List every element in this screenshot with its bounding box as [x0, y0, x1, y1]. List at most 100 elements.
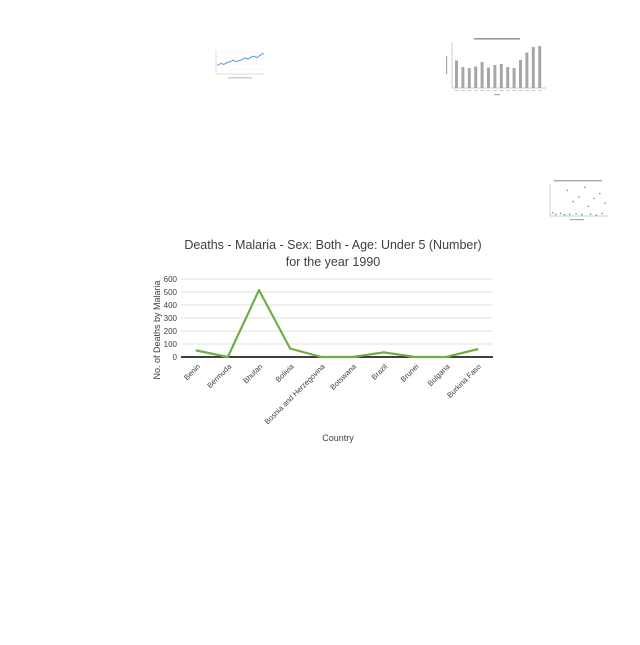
thumb-point — [552, 212, 554, 214]
thumb-bar — [538, 46, 542, 88]
thumb-point — [604, 202, 606, 204]
thumb-bar — [506, 67, 510, 88]
thumb-point — [587, 205, 590, 208]
x-tick-label: Brunei — [399, 362, 421, 384]
y-axis-label: No. of Deaths by Malaria — [152, 280, 162, 379]
thumb-tick — [537, 90, 542, 91]
thumb-point — [563, 213, 566, 216]
data-point — [257, 288, 261, 292]
thumb-point — [589, 213, 592, 215]
thumb-point — [217, 64, 219, 66]
thumb-tick — [499, 90, 504, 91]
thumb-xlabel — [570, 219, 584, 221]
thumb-bar — [480, 62, 484, 88]
thumb-tick — [518, 90, 523, 91]
thumb-point — [235, 60, 237, 63]
thumb-point — [578, 196, 580, 198]
thumb-bar — [455, 60, 458, 88]
thumb-bar — [487, 67, 490, 88]
thumb-point — [575, 212, 577, 215]
thumb-bar — [467, 68, 471, 88]
thumb-ylabel — [446, 56, 448, 74]
thumb-point — [247, 58, 249, 60]
thumb-tick — [467, 90, 472, 91]
data-point — [445, 355, 448, 359]
data-point — [413, 355, 417, 359]
thumb-point — [256, 56, 258, 59]
y-tick-label: 500 — [164, 288, 178, 297]
y-tick-label: 0 — [173, 353, 178, 362]
chart-title-line1: Deaths - Malaria - Sex: Both - Age: Unde… — [184, 238, 481, 252]
thumb-point — [581, 213, 583, 216]
x-tick-label: Bermuda — [205, 361, 233, 389]
x-axis-label: Country — [322, 433, 354, 443]
thumb-point — [220, 62, 222, 65]
thumb-point — [226, 61, 228, 64]
thumb-tick — [531, 90, 536, 91]
thumb-point — [595, 214, 598, 216]
thumb-tick — [460, 90, 465, 91]
thumb-bar — [512, 68, 516, 88]
data-point — [289, 347, 292, 350]
thumb-bar — [493, 65, 497, 88]
thumb-xlabel — [494, 94, 500, 96]
thumb-point — [262, 52, 264, 55]
y-tick-label: 200 — [164, 327, 178, 336]
x-tick-label: Benin — [182, 362, 202, 382]
thumb-bar — [531, 47, 535, 88]
thumb-point — [250, 56, 252, 58]
thumb-point — [244, 57, 246, 59]
thumb-title — [474, 38, 520, 40]
thumb-point — [568, 213, 571, 216]
x-tick-label: Botswana — [328, 361, 358, 391]
thumbnail-line-chart[interactable] — [208, 46, 268, 82]
data-point — [320, 355, 323, 359]
thumb-point — [238, 60, 240, 62]
thumb-tick — [512, 90, 517, 91]
y-tick-label: 100 — [164, 340, 178, 349]
y-tick-label: 600 — [164, 275, 178, 284]
thumbnail-bar-chart-svg — [446, 38, 546, 96]
thumb-point — [555, 213, 557, 216]
thumb-point — [223, 63, 225, 66]
thumb-point — [601, 212, 603, 215]
thumbnail-bar-chart[interactable] — [444, 36, 550, 98]
y-tick-label: 300 — [164, 314, 178, 323]
thumb-tick — [492, 90, 497, 91]
thumb-point — [253, 55, 255, 57]
thumb-label — [228, 77, 252, 79]
chart-title-line2: for the year 1990 — [286, 255, 381, 269]
thumb-point — [229, 61, 231, 63]
series-line — [196, 289, 478, 359]
thumb-tick — [454, 90, 459, 91]
thumb-bar — [519, 60, 522, 88]
data-point — [351, 355, 354, 359]
thumb-point — [599, 192, 601, 195]
thumb-series-line — [217, 53, 264, 66]
thumb-point — [584, 186, 586, 188]
thumb-tick — [480, 90, 485, 91]
thumb-tick — [473, 90, 478, 91]
thumb-point — [232, 59, 234, 61]
thumb-point — [572, 200, 574, 203]
thumbnail-line-chart-svg — [215, 50, 264, 79]
thumb-point — [559, 212, 562, 215]
thumb-point — [241, 58, 243, 61]
x-tick-label: Bolivia — [274, 361, 297, 384]
thumb-tick — [505, 90, 510, 91]
x-tick-label: Bosnia and Herzegovina — [263, 361, 328, 426]
x-tick-label: Bulgaria — [426, 361, 452, 387]
thumb-bar — [461, 67, 465, 88]
thumbnail-scatter-chart[interactable] — [540, 178, 612, 222]
thumb-bar — [499, 64, 503, 88]
thumbnail-scatter-chart-svg — [549, 180, 608, 221]
series-layer — [195, 288, 479, 359]
thumb-tick — [486, 90, 491, 91]
thumb-bar — [474, 66, 478, 88]
x-tick-label: Bhutan — [241, 362, 264, 385]
thumb-point — [566, 189, 569, 192]
data-point — [476, 348, 479, 351]
